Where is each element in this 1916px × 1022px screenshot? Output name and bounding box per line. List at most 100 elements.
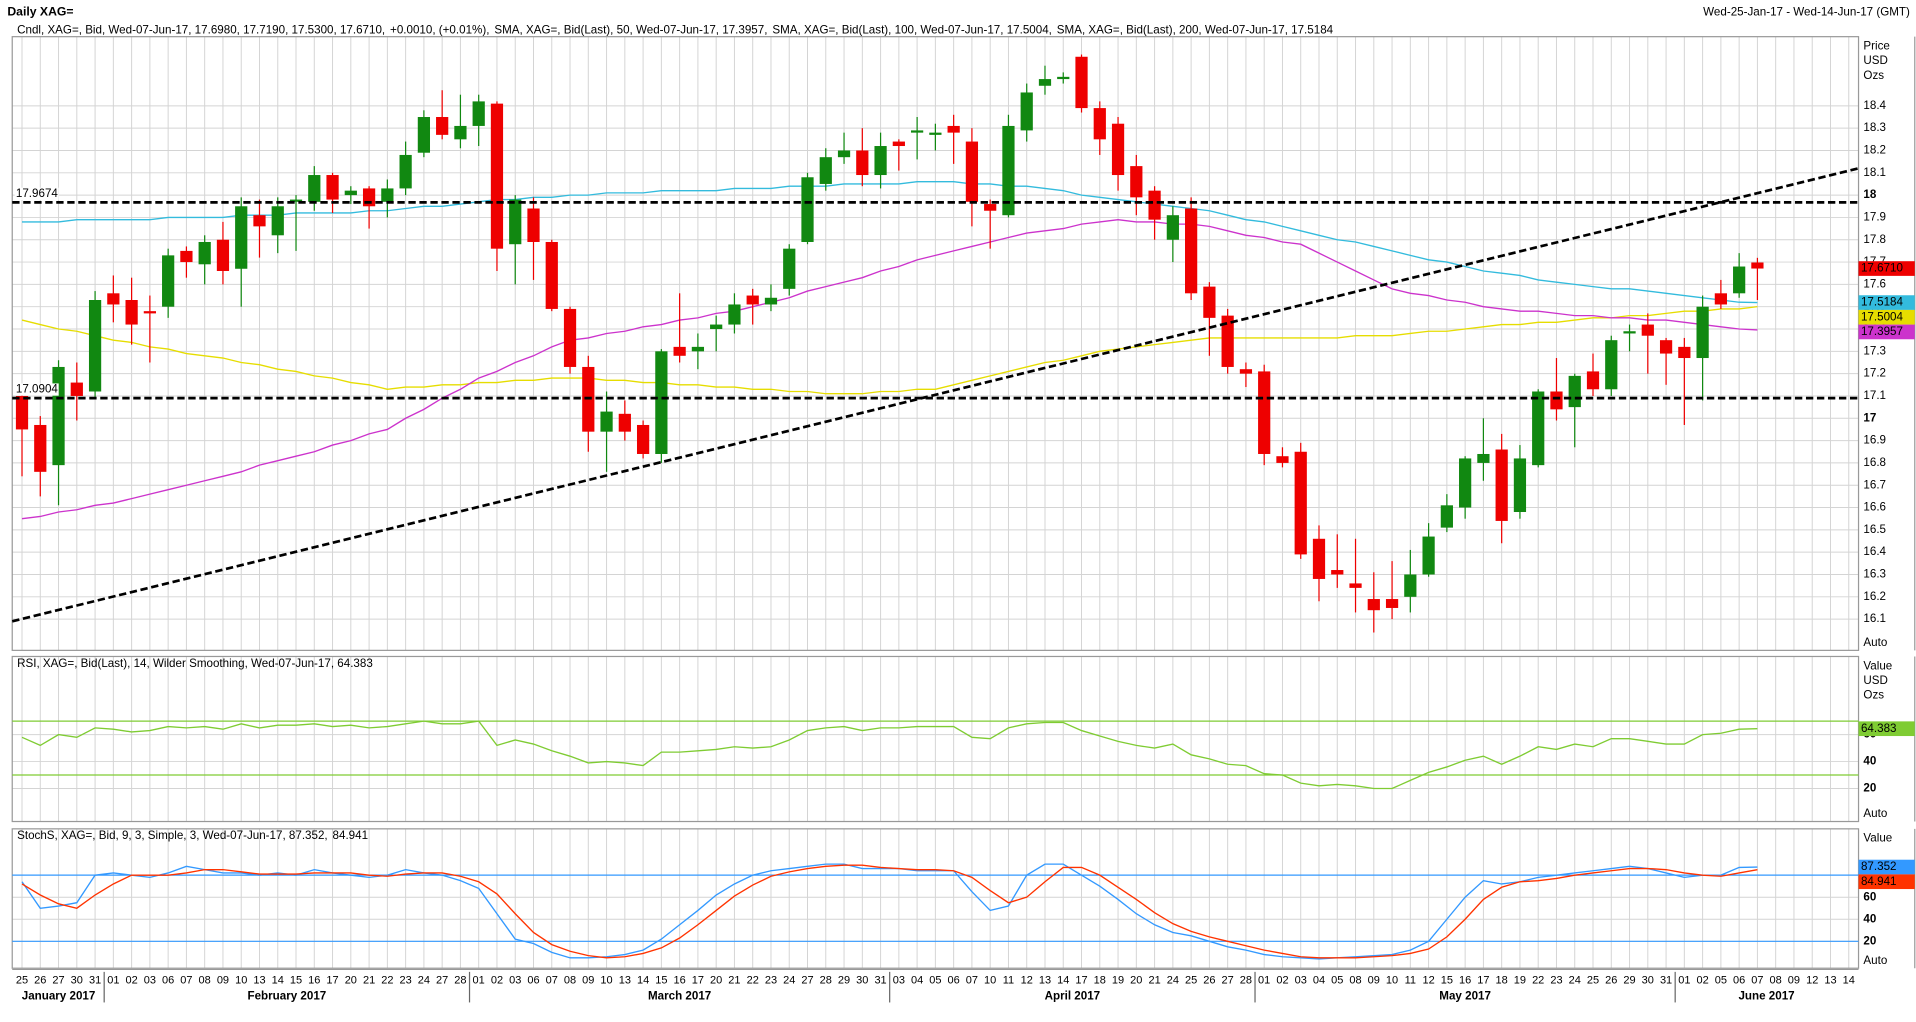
- x-tick-label: 12: [1422, 974, 1434, 986]
- x-tick-label: 05: [1715, 974, 1727, 986]
- candle-body: [180, 250, 193, 263]
- candle-body: [746, 295, 759, 305]
- x-tick-label: 20: [710, 974, 722, 986]
- candle-body: [1605, 340, 1618, 390]
- x-tick-label: 22: [381, 974, 393, 986]
- x-tick-label: 07: [180, 974, 192, 986]
- x-tick-label: 07: [1751, 974, 1763, 986]
- x-tick-label: 07: [966, 974, 978, 986]
- y-tick-label: 20: [1863, 782, 1876, 795]
- y-tick-label: 17.2: [1863, 367, 1886, 380]
- x-tick-label: 13: [1824, 974, 1836, 986]
- x-tick-label: 13: [1039, 974, 1051, 986]
- candle-body: [162, 255, 175, 307]
- x-tick-label: 06: [162, 974, 174, 986]
- chart-title: Daily XAG=: [7, 4, 73, 18]
- x-tick-label: 06: [527, 974, 539, 986]
- value-box: [1858, 859, 1915, 875]
- value-box-label: 87.352: [1861, 860, 1897, 873]
- x-tick-label: 04: [1313, 974, 1325, 986]
- candle-body: [490, 103, 504, 249]
- x-tick-label: 14: [1843, 974, 1855, 986]
- candle-body: [1495, 449, 1508, 521]
- value-box-label: 17.3957: [1861, 325, 1903, 338]
- x-tick-label: 08: [1349, 974, 1361, 986]
- candle-body: [563, 308, 577, 367]
- x-tick-label: 21: [728, 974, 740, 986]
- x-tick-label: 15: [1441, 974, 1453, 986]
- candle-body: [874, 146, 887, 176]
- candle-body: [1404, 574, 1417, 597]
- month-label: January 2017: [22, 989, 96, 1002]
- candle-body: [892, 141, 905, 147]
- x-tick-label: 27: [436, 974, 448, 986]
- x-tick-label: 30: [856, 974, 868, 986]
- x-tick-label: 08: [564, 974, 576, 986]
- x-tick-label: 17: [1477, 974, 1489, 986]
- candle-body: [253, 215, 266, 227]
- x-tick-label: 15: [290, 974, 302, 986]
- y-tick-label: 18.1: [1863, 166, 1886, 179]
- legend-text: Cndl, XAG=, Bid, Wed-07-Jun-17, 17.6980,…: [17, 24, 385, 37]
- x-tick-label: 09: [582, 974, 594, 986]
- value-box-label: 17.6710: [1861, 262, 1903, 275]
- scale-mode: Auto: [1863, 954, 1887, 967]
- candle-body: [1258, 371, 1271, 454]
- candle-body: [1349, 583, 1362, 588]
- legend-text: StochS, XAG=, Bid, 9, 3, Simple, 3, Wed-…: [17, 829, 328, 842]
- candle-body: [344, 190, 357, 196]
- x-tick-label: 24: [1569, 974, 1581, 986]
- level-label: 17.0904: [16, 383, 59, 396]
- x-tick-label: 02: [125, 974, 137, 986]
- x-tick-label: 03: [893, 974, 905, 986]
- level-label: 17.9674: [16, 187, 59, 200]
- axis-unit-label: Ozs: [1863, 69, 1884, 82]
- y-tick-label: 16.6: [1863, 501, 1886, 514]
- candle-body: [308, 175, 321, 202]
- axis-unit-label: Value: [1863, 832, 1892, 845]
- candle-body: [1130, 166, 1143, 198]
- candle-body: [1221, 315, 1234, 367]
- x-tick-label: 31: [89, 974, 101, 986]
- scale-mode: Auto: [1863, 807, 1887, 820]
- y-tick-label: 18.3: [1863, 121, 1886, 134]
- x-tick-label: 06: [948, 974, 960, 986]
- candle-body: [728, 304, 741, 325]
- level-label-bg: [14, 383, 59, 396]
- candle-body: [1002, 125, 1015, 216]
- candle-body: [198, 241, 211, 265]
- x-tick-label: 08: [199, 974, 211, 986]
- candle-body: [381, 188, 394, 202]
- x-tick-label: 08: [1770, 974, 1782, 986]
- y-tick-label: 17.1: [1863, 389, 1886, 402]
- legend-text: RSI, XAG=, Bid(Last), 14, Wilder Smoothi…: [17, 657, 373, 670]
- candle-body: [70, 382, 83, 396]
- x-tick-label: 13: [619, 974, 631, 986]
- x-tick-label: 01: [1258, 974, 1270, 986]
- x-tick-label: 31: [1660, 974, 1672, 986]
- candle-body: [545, 241, 558, 309]
- x-tick-label: 01: [107, 974, 119, 986]
- y-tick-label: 17.8: [1863, 233, 1886, 246]
- candle-body: [1477, 453, 1490, 463]
- x-tick-label: 15: [655, 974, 667, 986]
- value-box: [1858, 261, 1915, 276]
- value-box: [1858, 324, 1915, 340]
- value-box: [1858, 874, 1915, 890]
- x-tick-label: 24: [783, 974, 795, 986]
- candle-body: [1641, 324, 1654, 336]
- x-tick-label: 17: [692, 974, 704, 986]
- y-tick-label: 18.4: [1863, 99, 1886, 112]
- legend-text: SMA, XAG=, Bid(Last), 100, Wed-07-Jun-17…: [772, 24, 1052, 37]
- candle-body: [1185, 208, 1198, 294]
- x-tick-label: 21: [1148, 974, 1160, 986]
- candle-body: [691, 346, 705, 352]
- y-tick-label: 16.4: [1863, 545, 1886, 558]
- month-label: June 2017: [1738, 989, 1794, 1002]
- x-tick-label: 26: [34, 974, 46, 986]
- candle-body: [1696, 306, 1709, 359]
- x-tick-label: 05: [1331, 974, 1343, 986]
- x-tick-label: 29: [838, 974, 850, 986]
- x-tick-label: 01: [473, 974, 485, 986]
